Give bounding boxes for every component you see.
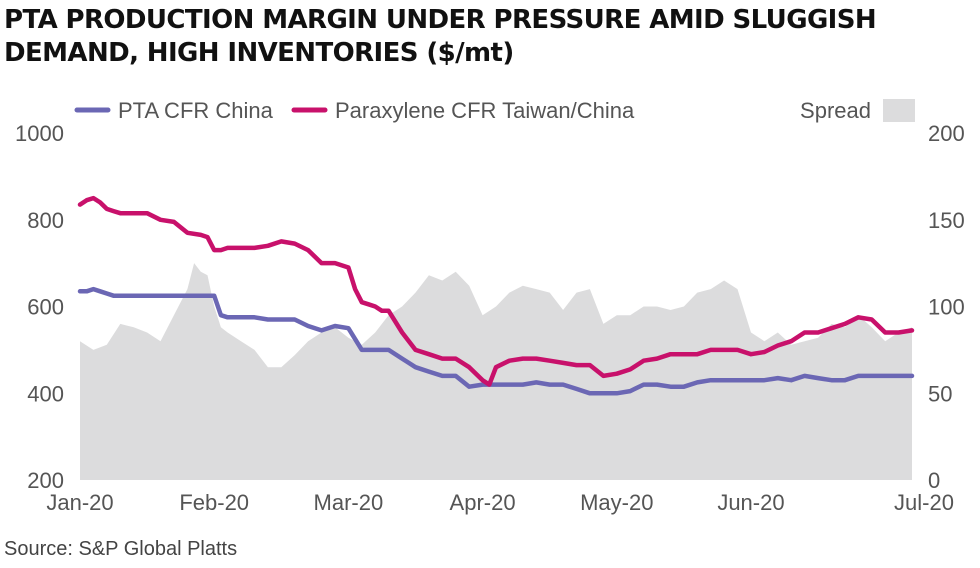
legend-paraxylene-label: Paraxylene CFR Taiwan/China <box>335 98 635 123</box>
paraxylene-line <box>77 195 915 387</box>
x-tick-label: Mar-20 <box>314 490 384 515</box>
x-tick-label: Feb-20 <box>179 490 249 515</box>
y-right-tick-label: 100 <box>928 295 965 320</box>
y-right-tick-label: 150 <box>928 208 965 233</box>
chart-title-line-1: PTA PRODUCTION MARGIN UNDER PRESSURE AMI… <box>4 5 877 35</box>
chart-title: PTA PRODUCTION MARGIN UNDER PRESSURE AMI… <box>4 4 964 70</box>
legend-spread-label: Spread <box>800 98 871 123</box>
pta-line <box>77 286 915 396</box>
x-tick-label: Jan-20 <box>46 490 113 515</box>
y-right-tick-label: 200 <box>928 121 965 146</box>
legend-pta-label: PTA CFR China <box>118 98 274 123</box>
chart-title-line-2: DEMAND, HIGH INVENTORIES ($/mt) <box>4 38 514 68</box>
y-left-tick-label: 600 <box>27 295 64 320</box>
y-right-tick-label: 0 <box>928 468 940 493</box>
legend-spread-swatch <box>883 99 915 122</box>
x-tick-label: May-20 <box>580 490 653 515</box>
y-left-tick-label: 1000 <box>15 121 64 146</box>
y-left-tick-label: 800 <box>27 208 64 233</box>
x-tick-label: Jun-20 <box>717 490 784 515</box>
x-tick-label: Apr-20 <box>450 490 516 515</box>
source-note: Source: S&P Global Platts <box>4 538 238 560</box>
y-left-tick-label: 400 <box>27 381 64 406</box>
x-tick-label: Jul-20 <box>894 490 954 515</box>
y-left-tick-label: 200 <box>27 468 64 493</box>
y-right-tick-label: 50 <box>928 381 952 406</box>
